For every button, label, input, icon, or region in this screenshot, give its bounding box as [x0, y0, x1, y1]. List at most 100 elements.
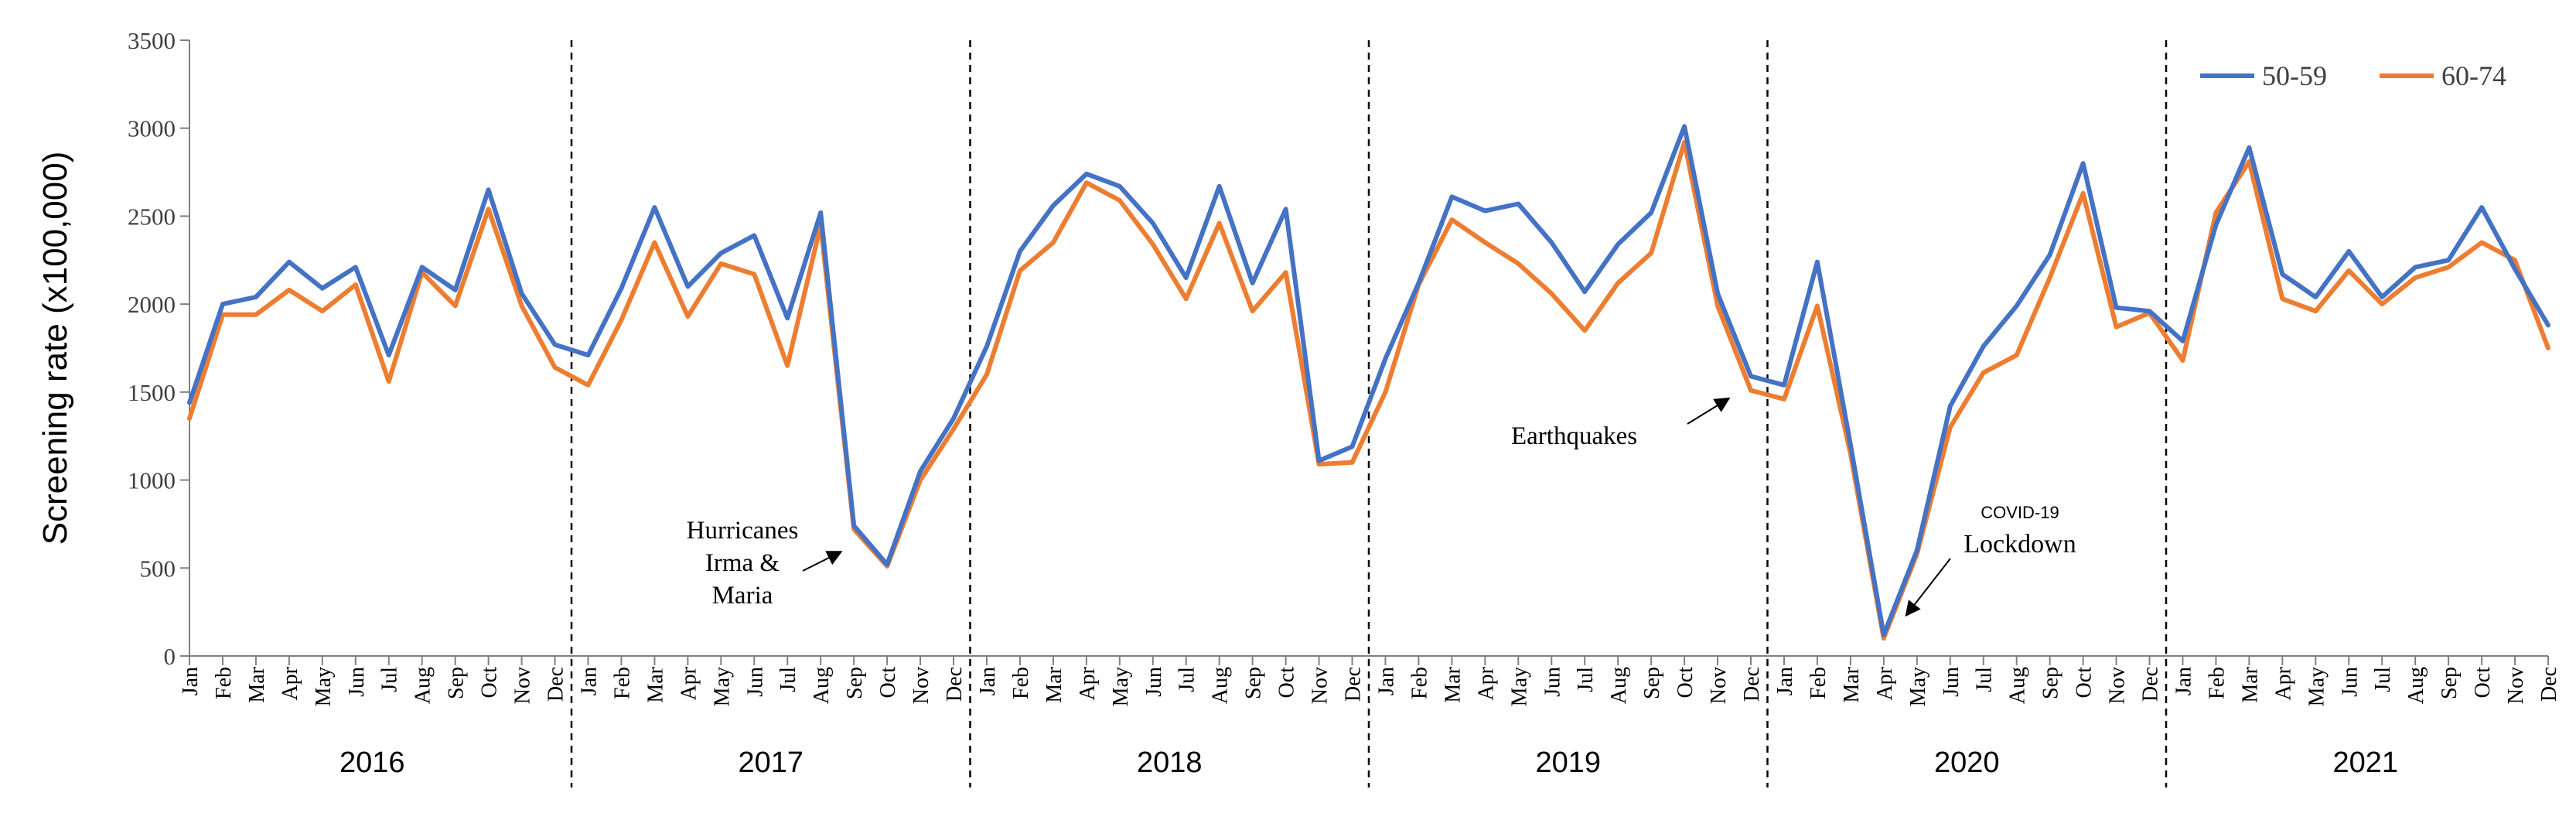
x-month-label: Aug: [2404, 667, 2428, 704]
x-month-label: Feb: [212, 667, 236, 699]
x-month-label: Nov: [511, 667, 535, 704]
x-month-label: Jan: [1374, 667, 1398, 695]
x-month-label: Dec: [1342, 667, 1366, 702]
x-month-label: Oct: [478, 667, 502, 699]
annotation-earthquakes-arrow: [1687, 397, 1731, 425]
x-month-label: Jan: [2172, 667, 2196, 695]
y-tick-label: 2000: [128, 291, 176, 318]
y-tick-label: 1000: [128, 467, 176, 494]
x-month-label: Feb: [1807, 667, 1830, 699]
legend: 50-59 60-74: [2200, 60, 2506, 91]
x-year-label: 2017: [738, 746, 804, 779]
y-tick-label: 500: [140, 555, 176, 582]
x-month-label: Aug: [2006, 667, 2030, 704]
x-month-label: Dec: [544, 667, 568, 702]
x-month-label: Jun: [1940, 667, 1964, 697]
x-month-label: Feb: [610, 667, 634, 699]
x-month-label: Dec: [943, 667, 967, 702]
x-month-label: Jul: [2371, 667, 2395, 692]
x-month-label: Mar: [2238, 666, 2262, 702]
annotation-earthquakes: Earthquakes: [1511, 422, 1637, 450]
series-lines: [187, 124, 2550, 641]
x-month-label: Sep: [1242, 667, 1266, 699]
x-month-label: May: [1109, 667, 1133, 706]
x-month-label: Apr: [278, 666, 302, 700]
x-month-label: Dec: [2139, 667, 2163, 702]
x-month-label: Feb: [2205, 667, 2229, 699]
x-month-label: Aug: [810, 667, 834, 704]
x-month-label: Apr: [1076, 666, 1100, 700]
annotation-hurricanes-line1: Hurricanes: [687, 517, 799, 545]
x-month-label: Nov: [1308, 667, 1332, 704]
x-month-label: Sep: [843, 667, 867, 699]
x-month-label: Jan: [179, 667, 203, 695]
x-month-label: Apr: [677, 666, 701, 700]
x-month-label: Dec: [2537, 667, 2561, 702]
x-month-label: Sep: [2039, 667, 2063, 699]
x-month-label: Jan: [976, 667, 1000, 695]
year-separators: [570, 40, 2168, 787]
x-month-label: Aug: [1209, 667, 1233, 704]
annotation-covid-line1: COVID-19: [1981, 503, 2059, 522]
x-month-label: May: [1906, 667, 1930, 706]
y-tick-label: 3500: [128, 27, 176, 54]
x-month-label: Nov: [2504, 667, 2528, 704]
x-year-label: 2020: [1934, 746, 2000, 779]
x-month-label: Oct: [1674, 667, 1697, 699]
y-axis-title: Screening rate (x100,000): [36, 152, 74, 545]
x-month-label: Apr: [2271, 666, 2295, 700]
x-month-label: Feb: [1407, 667, 1431, 699]
x-month-label: Sep: [2438, 667, 2462, 699]
x-month-label: Mar: [1441, 666, 1465, 702]
y-tick-label: 1500: [128, 379, 176, 406]
annotation-covid-arrow: [1905, 558, 1951, 617]
x-month-label: Jul: [776, 667, 800, 692]
x-month-label: Apr: [1873, 666, 1897, 700]
annotations: Hurricanes Irma & Maria Earthquakes COVID-19…: [687, 397, 2076, 617]
x-month-label: Nov: [1707, 667, 1731, 704]
x-month-label: Jan: [577, 667, 601, 695]
x-month-label: Jul: [378, 667, 402, 692]
x-year-label: 2021: [2332, 746, 2398, 779]
x-month-label: Jun: [1540, 667, 1564, 697]
x-month-label: Nov: [909, 667, 933, 704]
y-tick-label: 3000: [128, 115, 176, 142]
x-month-label: Mar: [1042, 666, 1066, 702]
legend-label-50-59: 50-59: [2262, 60, 2327, 91]
annotation-covid-line2: Lockdown: [1964, 530, 2076, 559]
series-line-60-74: [187, 139, 2550, 641]
x-month-label: Feb: [1009, 667, 1033, 699]
x-month-label: Oct: [1275, 667, 1299, 699]
x-month-label: Dec: [1740, 667, 1764, 702]
x-month-label: Jun: [1142, 667, 1166, 697]
x-month-label: Jul: [1973, 667, 1997, 692]
x-month-label: Jun: [345, 667, 369, 697]
x-year-label: 2019: [1535, 746, 1601, 779]
y-tick-label: 2500: [128, 203, 176, 230]
x-month-label: Oct: [2471, 667, 2495, 699]
x-month-label: Mar: [245, 666, 269, 702]
annotation-hurricanes-arrow: [802, 551, 843, 572]
annotation-hurricanes-line3: Maria: [712, 582, 773, 610]
x-month-label: Oct: [876, 667, 900, 699]
x-month-label: May: [710, 667, 734, 706]
x-month-label: Jan: [1773, 667, 1797, 695]
y-tick-label: 0: [164, 643, 176, 670]
x-year-label: 2018: [1137, 746, 1203, 779]
x-month-label: Jun: [743, 667, 767, 697]
axes: 0 500 1000 1500 2000 2500 3000 3500 Screening ra…: [36, 27, 2548, 670]
x-month-label: Jun: [2338, 667, 2362, 697]
x-month-label: Sep: [1640, 667, 1664, 699]
x-month-label: Mar: [1840, 666, 1864, 702]
annotation-hurricanes-line2: Irma &: [705, 549, 780, 577]
x-month-label: Aug: [411, 667, 435, 704]
x-month-label: Nov: [2106, 667, 2130, 704]
series-line-50-59: [187, 124, 2550, 637]
x-month-label: Oct: [2073, 667, 2097, 699]
x-month-label: Jul: [1574, 667, 1598, 692]
x-month-label: May: [2305, 667, 2329, 706]
x-month-label: May: [1507, 667, 1531, 706]
x-axis-labels: Jan Feb Mar Apr May Jun Jul Aug Sep Oct Nov Dec Jan F…: [179, 656, 2561, 779]
